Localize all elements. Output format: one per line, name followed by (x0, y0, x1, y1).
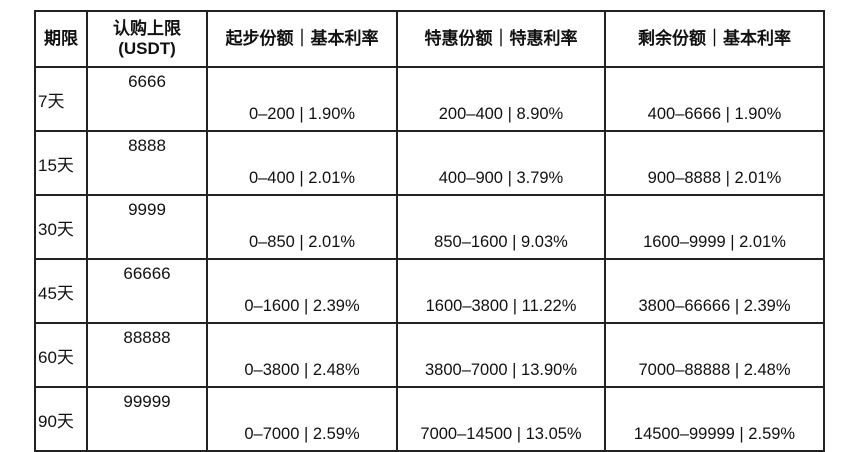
cell-rest: 3800–66666 | 2.39% (604, 258, 825, 324)
table-row: 45天 66666 0–1600 | 2.39% 1600–3800 | 11.22%… (34, 258, 825, 324)
cell-start: 0–400 | 2.01% (206, 130, 398, 196)
cell-start: 0–7000 | 2.59% (206, 386, 398, 452)
cell-period: 15天 (34, 130, 88, 196)
cell-start: 0–1600 | 2.39% (206, 258, 398, 324)
cell-start: 0–200 | 1.90% (206, 66, 398, 132)
cell-rest: 14500–99999 | 2.59% (604, 386, 825, 452)
cell-period: 90天 (34, 386, 88, 452)
header-row: 期限 认购上限 (USDT) 起步份额｜基本利率 特惠份额｜特惠利率 剩余份额｜基… (34, 10, 825, 68)
rate-table: 期限 认购上限 (USDT) 起步份额｜基本利率 特惠份额｜特惠利率 剩余份额｜基… (34, 10, 825, 452)
cell-special: 850–1600 | 9.03% (396, 194, 606, 260)
header-rest: 剩余份额｜基本利率 (604, 10, 825, 68)
header-limit-line1: 认购上限 (113, 19, 181, 38)
table-row: 30天 9999 0–850 | 2.01% 850–1600 | 9.03% 1600… (34, 194, 825, 260)
header-limit-line2: (USDT) (118, 39, 176, 58)
cell-limit: 6666 (86, 66, 208, 132)
cell-special: 3800–7000 | 13.90% (396, 322, 606, 388)
header-start: 起步份额｜基本利率 (206, 10, 398, 68)
cell-special: 400–900 | 3.79% (396, 130, 606, 196)
cell-start: 0–3800 | 2.48% (206, 322, 398, 388)
header-special: 特惠份额｜特惠利率 (396, 10, 606, 68)
cell-limit: 8888 (86, 130, 208, 196)
cell-rest: 7000–88888 | 2.48% (604, 322, 825, 388)
cell-period: 45天 (34, 258, 88, 324)
table-row: 60天 88888 0–3800 | 2.48% 3800–7000 | 13.90%… (34, 322, 825, 388)
cell-start: 0–850 | 2.01% (206, 194, 398, 260)
table-row: 90天 99999 0–7000 | 2.59% 7000–14500 | 13.05… (34, 386, 825, 452)
cell-rest: 400–6666 | 1.90% (604, 66, 825, 132)
cell-special: 1600–3800 | 11.22% (396, 258, 606, 324)
cell-special: 200–400 | 8.90% (396, 66, 606, 132)
header-period: 期限 (34, 10, 88, 68)
cell-period: 7天 (34, 66, 88, 132)
cell-limit: 9999 (86, 194, 208, 260)
cell-rest: 1600–9999 | 2.01% (604, 194, 825, 260)
cell-period: 30天 (34, 194, 88, 260)
cell-special: 7000–14500 | 13.05% (396, 386, 606, 452)
table-row: 7天 6666 0–200 | 1.90% 200–400 | 8.90% 400–66… (34, 66, 825, 132)
table-row: 15天 8888 0–400 | 2.01% 400–900 | 3.79% 900–8… (34, 130, 825, 196)
cell-limit: 88888 (86, 322, 208, 388)
cell-limit: 66666 (86, 258, 208, 324)
cell-period: 60天 (34, 322, 88, 388)
cell-limit: 99999 (86, 386, 208, 452)
cell-rest: 900–8888 | 2.01% (604, 130, 825, 196)
header-limit: 认购上限 (USDT) (86, 10, 208, 68)
